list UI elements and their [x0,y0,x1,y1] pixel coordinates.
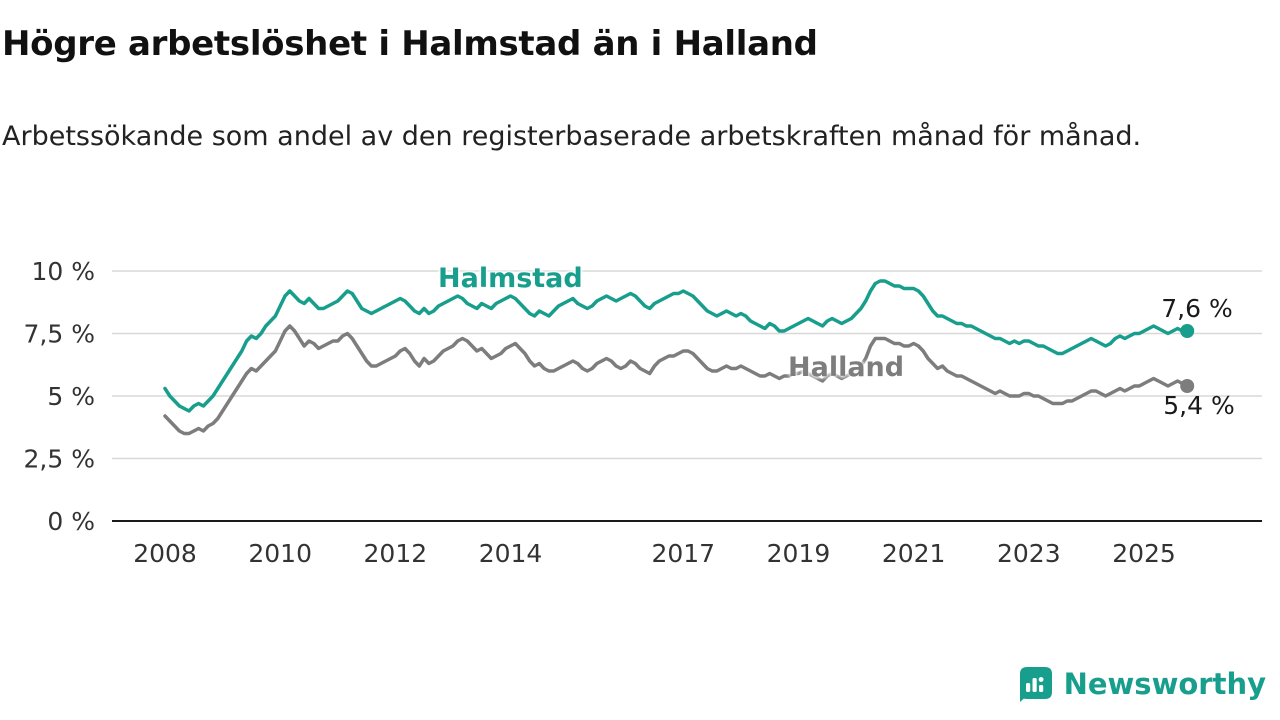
end-value-label-halland: 5,4 % [1163,391,1235,420]
chart-subtitle: Arbetssökande som andel av den registerb… [2,121,1142,152]
y-tick-label: 7,5 % [24,320,95,349]
series-line-halmstad [163,279,1189,413]
x-tick-label: 2023 [997,539,1061,568]
x-tick-label: 2010 [248,539,312,568]
newsworthy-wordmark: Newsworthy [1063,667,1266,701]
x-tick-label: 2012 [364,539,428,568]
y-tick-label: 5 % [47,382,95,411]
newsworthy-logo-icon [1019,667,1052,702]
series-label-halmstad: Halmstad [438,263,583,294]
x-tick-label: 2014 [479,539,543,568]
y-tick-label: 10 % [31,257,95,286]
y-tick-label: 2,5 % [24,445,95,474]
y-tick-label: 0 % [47,507,95,536]
x-tick-label: 2017 [651,539,715,568]
line-chart-canvas: 10 % 7,5 % 5 % 2,5 % 0 % 2008 2010 2012 2014 2017… [24,257,1262,568]
series-line-halland [163,324,1189,436]
x-tick-label: 2019 [767,539,831,568]
x-tick-label: 2008 [133,539,197,568]
series-label-halland: Halland [788,352,905,383]
end-dot-halmstad [1180,324,1195,338]
end-dot-halland [1180,379,1195,393]
x-tick-label: 2025 [1112,539,1176,568]
x-tick-label: 2021 [882,539,946,568]
end-value-label-halmstad: 7,6 % [1161,294,1233,323]
chart-title: Högre arbetslöshet i Halmstad än i Halla… [2,24,818,64]
newsworthy-brand: Newsworthy [1015,664,1266,704]
